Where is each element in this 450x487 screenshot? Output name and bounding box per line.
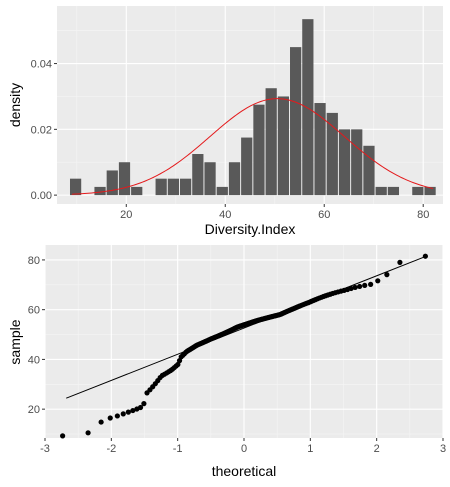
qq-point — [422, 253, 428, 259]
histogram-bar — [155, 178, 167, 196]
histogram-y-tick-label: 0.00 — [31, 190, 52, 202]
qq-reference-line — [66, 256, 425, 399]
histogram-bar — [338, 129, 351, 196]
qq-x-tick-label: 0 — [241, 443, 247, 455]
qq-point — [141, 401, 147, 407]
histogram-y-axis-label: density — [7, 83, 23, 127]
histogram-bar — [314, 103, 326, 196]
histogram-bar — [277, 96, 290, 196]
histogram-panel: 20 40 60 80 0.00 0.02 0.04 Diversity.Index de… — [7, 6, 443, 237]
histogram-bars — [69, 19, 436, 196]
histogram-bar — [387, 186, 400, 196]
histogram-y-tick-label: 0.02 — [31, 124, 52, 136]
histogram-x-tick-label: 60 — [318, 209, 330, 221]
qq-point — [397, 259, 403, 265]
histogram-bar — [118, 162, 131, 196]
qq-x-tick-label: 3 — [440, 443, 446, 455]
qq-point — [114, 413, 120, 419]
histogram-y-tick-labels: 0.00 0.02 0.04 — [31, 59, 57, 202]
histogram-bar — [131, 186, 143, 196]
histogram-bar — [106, 170, 118, 196]
qq-point — [98, 419, 104, 425]
histogram-bar — [351, 129, 363, 196]
qq-point — [120, 411, 126, 417]
histogram-bar — [228, 162, 241, 196]
normal-density-curve — [71, 98, 434, 195]
qq-panel: -3 -2 -1 0 1 2 3 20 40 60 80 theoretical sample — [7, 245, 446, 479]
qq-point — [107, 415, 113, 421]
qq-x-tick-label: -1 — [173, 443, 183, 455]
qq-y-axis-label: sample — [7, 319, 23, 364]
qq-point — [375, 278, 381, 284]
histogram-bar — [180, 178, 192, 196]
histogram-x-tick-label: 20 — [120, 209, 132, 221]
histogram-bar — [216, 186, 228, 196]
histogram-bar — [326, 112, 338, 196]
histogram-bar — [265, 88, 277, 196]
qq-point — [357, 283, 363, 290]
qq-x-tick-labels: -3 -2 -1 0 1 2 3 — [40, 438, 446, 455]
qq-point — [362, 282, 368, 288]
histogram-bar — [363, 145, 375, 196]
histogram-x-tick-label: 80 — [417, 209, 429, 221]
qq-point — [60, 433, 66, 439]
qq-x-axis-label: theoretical — [212, 463, 277, 479]
qq-x-tick-label: 2 — [374, 443, 380, 455]
qq-x-tick-label: -3 — [40, 443, 50, 455]
qq-point — [125, 409, 131, 415]
histogram-bar — [302, 19, 314, 196]
histogram-bar — [375, 186, 387, 196]
qq-y-tick-labels: 20 40 60 80 — [28, 255, 45, 416]
qq-points — [60, 253, 428, 439]
histogram-bar — [192, 154, 204, 196]
qq-point — [85, 430, 91, 436]
histogram-x-tick-labels: 20 40 60 80 — [120, 204, 429, 221]
histogram-bar — [424, 186, 436, 196]
qq-y-tick-label: 80 — [28, 255, 40, 267]
histogram-bar — [241, 137, 253, 196]
qq-x-tick-label: 1 — [307, 443, 313, 455]
qq-y-tick-label: 40 — [28, 354, 40, 366]
histogram-bar — [69, 178, 82, 196]
qq-point — [352, 284, 358, 291]
histogram-y-tick-label: 0.04 — [31, 59, 52, 71]
histogram-bar — [290, 47, 302, 196]
histogram-bar — [253, 104, 265, 196]
qq-y-tick-label: 20 — [28, 404, 40, 416]
histogram-bar — [167, 178, 180, 196]
qq-x-tick-label: -2 — [106, 443, 116, 455]
qq-point — [137, 404, 144, 411]
histogram-bar — [412, 186, 424, 196]
histogram-x-axis-label: Diversity.Index — [205, 221, 296, 237]
qq-point — [384, 272, 390, 278]
qq-point — [348, 285, 354, 292]
histogram-x-tick-label: 40 — [219, 209, 231, 221]
qq-point — [368, 281, 374, 287]
qq-y-tick-label: 60 — [28, 305, 40, 317]
histogram-bar — [94, 186, 106, 196]
histogram-bar — [204, 162, 216, 196]
qq-point — [130, 407, 136, 414]
